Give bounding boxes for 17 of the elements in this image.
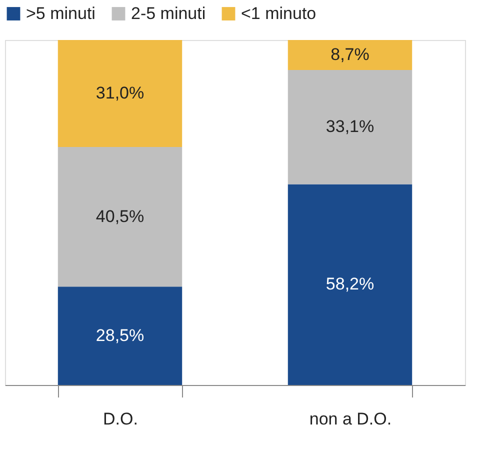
x-tick-label: D.O. [103, 410, 138, 428]
legend-label: <1 minuto [241, 4, 316, 23]
bar [58, 286, 182, 385]
legend-label: >5 minuti [26, 4, 96, 23]
data-label: 40,5% [96, 206, 144, 226]
x-tick-label: non a D.O. [309, 410, 392, 428]
bar [58, 40, 182, 147]
data-label: 8,7% [330, 45, 370, 64]
data-label: 28,5% [96, 326, 144, 345]
bar [288, 70, 412, 184]
data-label: 31,0% [96, 83, 144, 102]
bar [288, 40, 412, 70]
bar [58, 146, 182, 287]
bar [288, 184, 412, 385]
data-label: 58,2% [326, 274, 374, 294]
data-label: 33,1% [326, 117, 374, 136]
legend-label: 2-5 minuti [131, 4, 206, 23]
